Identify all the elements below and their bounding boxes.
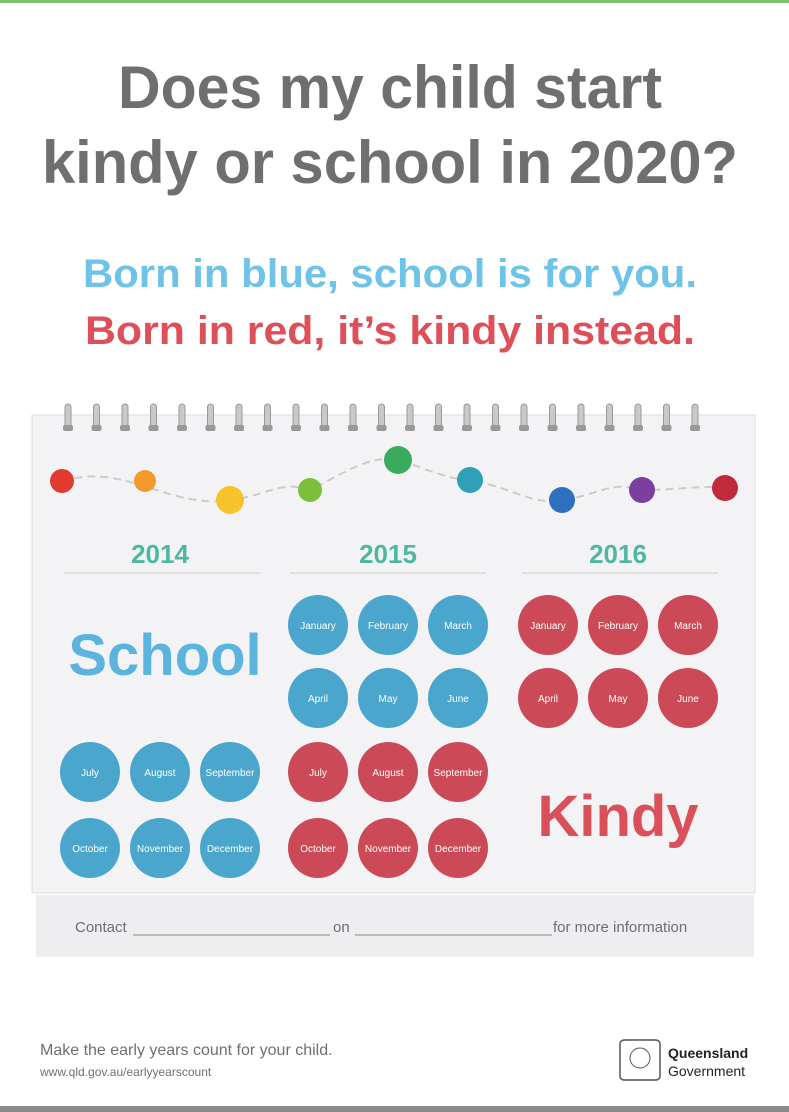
month-sticker <box>288 595 348 655</box>
month-name: December <box>435 844 482 855</box>
ring-hole <box>262 425 273 431</box>
month-sticker <box>288 668 348 728</box>
group-label: School <box>68 623 261 688</box>
month-sticker <box>288 818 348 878</box>
contact-line: Contact on for more information <box>75 919 687 936</box>
spiral-rings <box>63 403 700 431</box>
month-sticker <box>428 668 488 728</box>
ring-hole <box>348 425 358 431</box>
month-sticker <box>428 818 488 878</box>
month-sticker <box>60 818 120 878</box>
month-sticker <box>358 742 418 802</box>
ring-hole <box>234 425 244 431</box>
ring-hole <box>633 425 643 431</box>
top-bar <box>0 0 789 3</box>
month-name: May <box>609 694 628 705</box>
month-name: November <box>365 844 412 855</box>
contact-label: Contact <box>75 919 128 936</box>
month-name: November <box>137 844 184 855</box>
bottom-bar <box>0 1106 789 1112</box>
ring-hole <box>433 425 444 431</box>
calendar-base <box>36 895 754 957</box>
month-sticker <box>588 595 648 655</box>
ring-hole <box>148 425 159 431</box>
month-sticker <box>358 818 418 878</box>
calendar-years: 2014 July August September October November De… <box>60 539 718 878</box>
month-name: October <box>300 844 336 855</box>
tagline-blue: Born in blue, school is for you. <box>83 252 697 296</box>
month-name: February <box>368 621 408 632</box>
month-sticker <box>130 742 190 802</box>
month-name: April <box>308 694 328 705</box>
month-name: March <box>444 621 472 632</box>
ring-hole <box>177 425 187 431</box>
ring-hole <box>547 425 558 431</box>
ring-hole <box>91 425 102 431</box>
month-name: October <box>72 844 108 855</box>
url: www.qld.gov.au/earlyyearscount <box>39 1065 212 1079</box>
month-sticker <box>288 742 348 802</box>
month-name: December <box>207 844 254 855</box>
month-sticker <box>200 818 260 878</box>
month-name: September <box>206 768 256 779</box>
contact-label: for more information <box>553 919 687 936</box>
month-sticker <box>658 668 718 728</box>
month-name: August <box>372 768 403 779</box>
month-sticker <box>518 595 578 655</box>
ring-hole <box>205 425 216 431</box>
month-name: April <box>538 694 558 705</box>
ring-hole <box>490 425 501 431</box>
month-name: January <box>530 621 566 632</box>
ring-hole <box>405 425 415 431</box>
month-name: May <box>379 694 398 705</box>
month-name: September <box>434 768 484 779</box>
decorative-wave <box>50 446 738 514</box>
month-name: February <box>598 621 638 632</box>
ring-hole <box>376 425 387 431</box>
ring-hole <box>519 425 529 431</box>
ring-hole <box>576 425 586 431</box>
ring-hole <box>690 425 700 431</box>
ring-hole <box>120 425 130 431</box>
ring-hole <box>604 425 615 431</box>
month-sticker <box>358 595 418 655</box>
month-sticker <box>658 595 718 655</box>
contact-label: on <box>333 919 350 936</box>
title: kindy or school in 2020? <box>42 129 738 196</box>
year-heading: 2015 <box>359 539 417 569</box>
month-name: June <box>447 694 469 705</box>
year-heading: 2014 <box>131 539 189 569</box>
ring-hole <box>661 425 672 431</box>
logo-text: Queensland <box>668 1045 748 1061</box>
ring-hole <box>462 425 472 431</box>
ring-hole <box>63 425 73 431</box>
month-sticker <box>130 818 190 878</box>
month-name: July <box>309 768 327 779</box>
slogan: Make the early years count for your chil… <box>40 1042 333 1059</box>
month-name: July <box>81 768 99 779</box>
year-heading: 2016 <box>589 539 647 569</box>
tagline-red: Born in red, it’s kindy instead. <box>85 309 695 353</box>
logo-text: Government <box>668 1063 745 1079</box>
logo: Queensland Government <box>619 1039 748 1081</box>
month-name: August <box>144 768 175 779</box>
ring-hole <box>291 425 301 431</box>
group-label: Kindy <box>537 784 698 849</box>
month-sticker <box>200 742 260 802</box>
month-sticker <box>428 595 488 655</box>
month-name: January <box>300 621 336 632</box>
ring-hole <box>319 425 330 431</box>
month-sticker <box>60 742 120 802</box>
month-sticker <box>428 742 488 802</box>
month-sticker <box>588 668 648 728</box>
month-name: June <box>677 694 699 705</box>
month-sticker <box>358 668 418 728</box>
month-sticker <box>518 668 578 728</box>
title: Does my child start <box>118 54 662 121</box>
month-name: March <box>674 621 702 632</box>
